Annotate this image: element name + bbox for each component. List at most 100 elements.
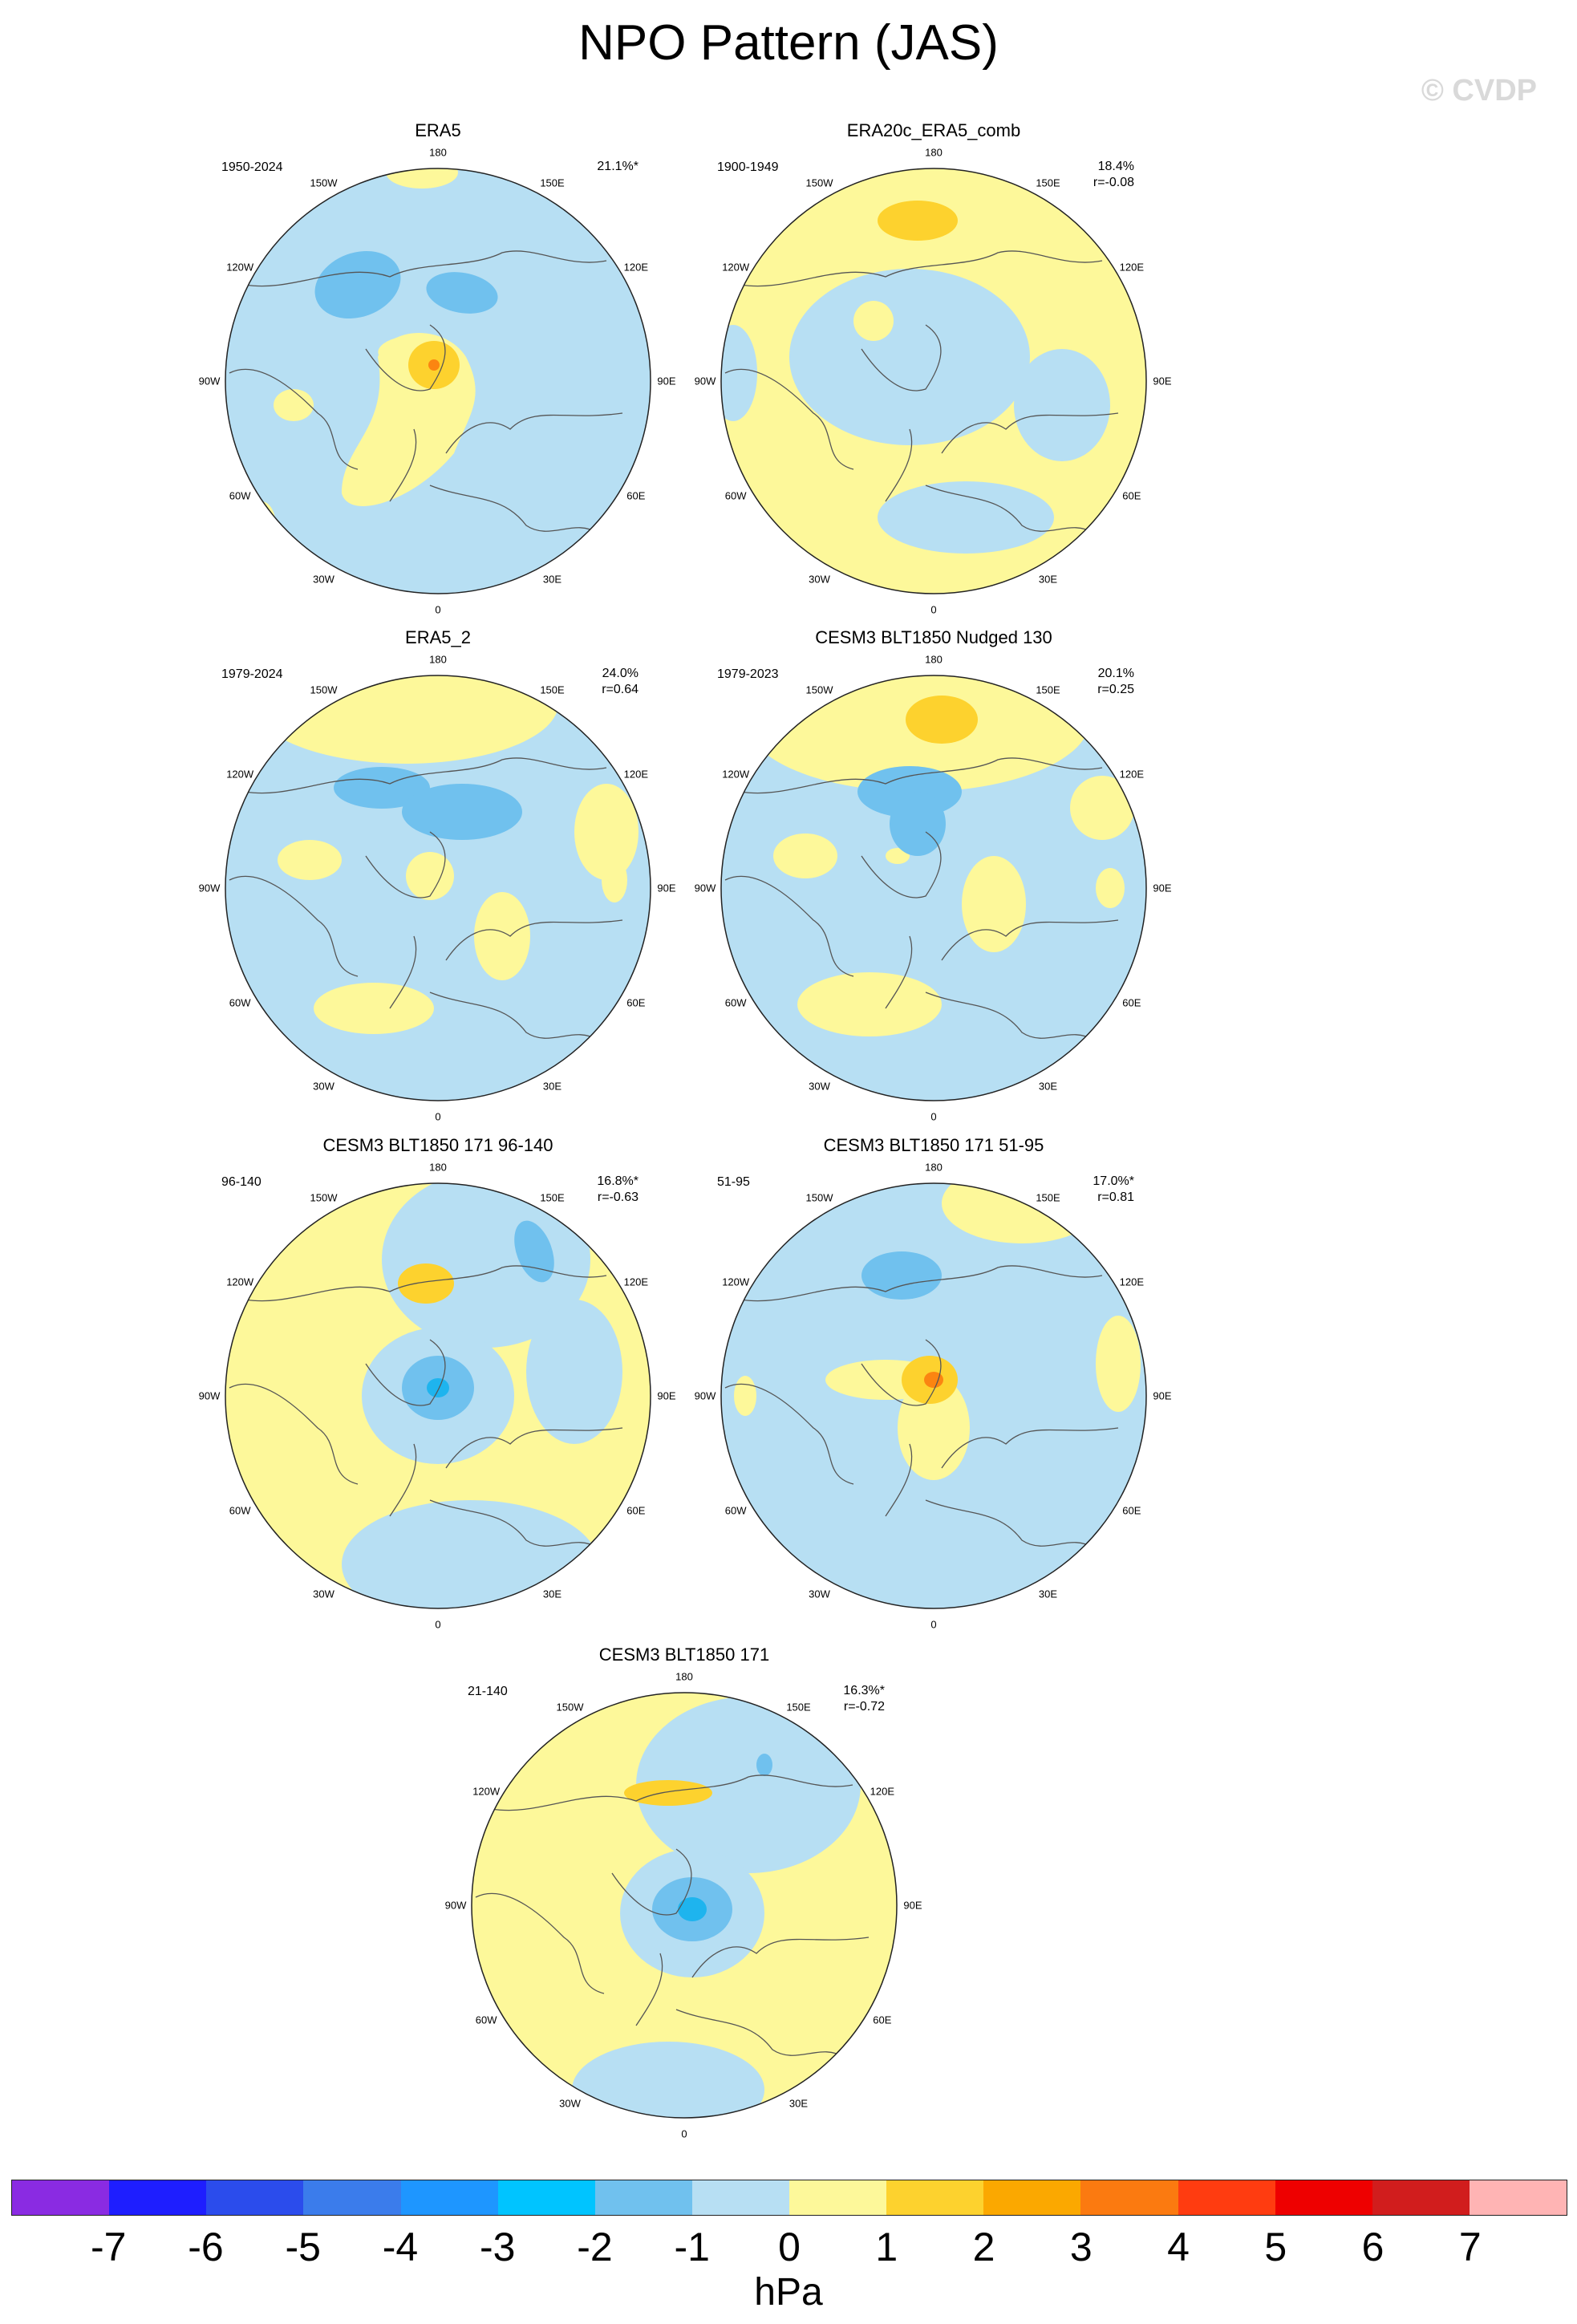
anomaly-contour: [797, 972, 942, 1036]
longitude-label: 150E: [540, 1191, 565, 1204]
longitude-label: 60E: [626, 1504, 646, 1516]
longitude-label: 0: [930, 603, 937, 616]
coastlines: [724, 757, 1119, 1041]
longitude-label: 90W: [198, 1389, 221, 1402]
anomaly-contour: [886, 848, 910, 864]
longitude-label: 180: [429, 146, 447, 159]
map-boundary: [471, 1692, 898, 2119]
colorbar-swatch: [1080, 2180, 1178, 2215]
colorbar-swatch: [303, 2180, 401, 2215]
colorbar-tick-label: -6: [188, 2225, 224, 2269]
panel-stats: 24.0% r=0.64: [558, 666, 639, 698]
longitude-label: 60E: [626, 489, 646, 501]
longitude-label: 60W: [724, 489, 747, 501]
panel-title: CESM3 BLT1850 171: [598, 1645, 770, 1665]
panel-period: 1900-1949: [717, 160, 779, 174]
colorbar-tick-label: 4: [1167, 2225, 1190, 2269]
explained-variance: 18.4%: [1097, 160, 1134, 173]
anomaly-contour: [1070, 776, 1134, 840]
longitude-label: 180: [925, 1161, 943, 1174]
longitude-label: 30W: [559, 2097, 581, 2110]
pattern-correlation: r=0.81: [1097, 1190, 1134, 1204]
longitude-label: 30E: [1038, 573, 1058, 586]
longitude-label: 150W: [556, 1701, 584, 1714]
anomaly-contour: [924, 1372, 943, 1388]
longitude-label: 120E: [1119, 768, 1144, 780]
longitude-label: 150E: [1036, 1191, 1060, 1204]
anomaly-contour: [278, 840, 342, 880]
polar-map: [225, 1182, 651, 1609]
longitude-label: 60W: [724, 996, 747, 1008]
longitude-label: 180: [429, 1161, 447, 1174]
anomaly-contour: [878, 201, 958, 241]
colorbar-swatch: [400, 2180, 498, 2215]
panel-title: CESM3 BLT1850 171 96-140: [322, 1135, 553, 1155]
longitude-label: 150W: [805, 1191, 833, 1204]
longitude-label: 120W: [226, 768, 254, 780]
longitude-label: 150W: [310, 1191, 338, 1204]
longitude-label: 120E: [623, 261, 648, 273]
colorbar-tick-label: -5: [285, 2225, 321, 2269]
anomaly-contour: [624, 1780, 712, 1806]
anomaly-contour: [1014, 349, 1110, 461]
colorbar-swatch: [1275, 2180, 1372, 2215]
longitude-label: 120E: [623, 768, 648, 780]
longitude-label: 120E: [623, 1276, 648, 1288]
colorbar-tick-label: 6: [1361, 2225, 1384, 2269]
explained-variance: 24.0%: [602, 667, 639, 680]
anomaly-contour: [426, 272, 498, 314]
longitude-label: 120W: [226, 261, 254, 273]
colorbar-swatch: [1178, 2180, 1275, 2215]
longitude-label: 0: [435, 1618, 441, 1631]
colorbar-tick-label: 5: [1264, 2225, 1287, 2269]
pattern-correlation: r=0.25: [1097, 683, 1134, 696]
explained-variance: 17.0%*: [1093, 1174, 1134, 1188]
longitude-label: 0: [930, 1618, 937, 1631]
anomaly-contour: [756, 1754, 772, 1776]
map-panel: CESM3 BLT1850 Nudged 130 1979-2023 20.1% r=…: [600, 627, 1322, 1141]
anomaly-contour: [861, 1251, 942, 1300]
longitude-label: 30W: [809, 1588, 830, 1600]
colorbar-tick-label: -1: [674, 2225, 710, 2269]
longitude-label: 60W: [475, 2014, 497, 2026]
anomaly-contour: [526, 1300, 622, 1444]
anomaly-contour: [398, 1263, 454, 1304]
colorbar-tick-label: 2: [972, 2225, 995, 2269]
colorbar: [11, 2180, 1567, 2216]
longitude-label: 60E: [873, 2014, 892, 2026]
longitude-label: 90E: [1153, 375, 1172, 387]
longitude-label: 30E: [542, 1080, 562, 1093]
anomaly-contour: [253, 675, 558, 764]
longitude-label: 120W: [722, 1276, 750, 1288]
anomaly-contour: [890, 792, 946, 856]
longitude-label: 120W: [226, 1276, 254, 1288]
longitude-label: 90W: [444, 1899, 467, 1912]
colorbar-swatch: [983, 2180, 1081, 2215]
colorbar-swatch: [206, 2180, 304, 2215]
longitude-label: 120W: [472, 1785, 501, 1797]
anomaly-contour: [734, 1376, 756, 1416]
coastlines: [724, 250, 1119, 534]
polar-map: [471, 1692, 898, 2119]
colorbar-swatch: [594, 2180, 692, 2215]
map-panel: ERA5 1950-2024 21.1%* 180 150E 120E 90E 60E 30E 0…: [104, 120, 826, 634]
colorbar-swatch: [1469, 2180, 1567, 2215]
anomaly-contour: [962, 856, 1026, 952]
anomaly-contour: [247, 501, 276, 550]
panel-period: 1950-2024: [221, 160, 283, 174]
longitude-label: 90E: [1153, 1389, 1172, 1402]
colorbar-swatch: [109, 2180, 207, 2215]
panel-period: 96-140: [221, 1175, 261, 1189]
colorbar-swatch: [886, 2180, 984, 2215]
longitude-label: 0: [435, 1110, 441, 1123]
anomaly-contour: [678, 1897, 707, 1921]
explained-variance: 20.1%: [1097, 667, 1134, 680]
panel-period: 1979-2024: [221, 667, 283, 681]
anomaly-contour: [314, 983, 434, 1034]
longitude-label: 30E: [788, 2097, 809, 2110]
longitude-label: 90E: [657, 1389, 676, 1402]
anomaly-contour: [1096, 868, 1125, 908]
longitude-label: 120E: [870, 1785, 894, 1797]
anomaly-contour: [906, 696, 978, 744]
longitude-label: 60E: [1122, 996, 1141, 1008]
